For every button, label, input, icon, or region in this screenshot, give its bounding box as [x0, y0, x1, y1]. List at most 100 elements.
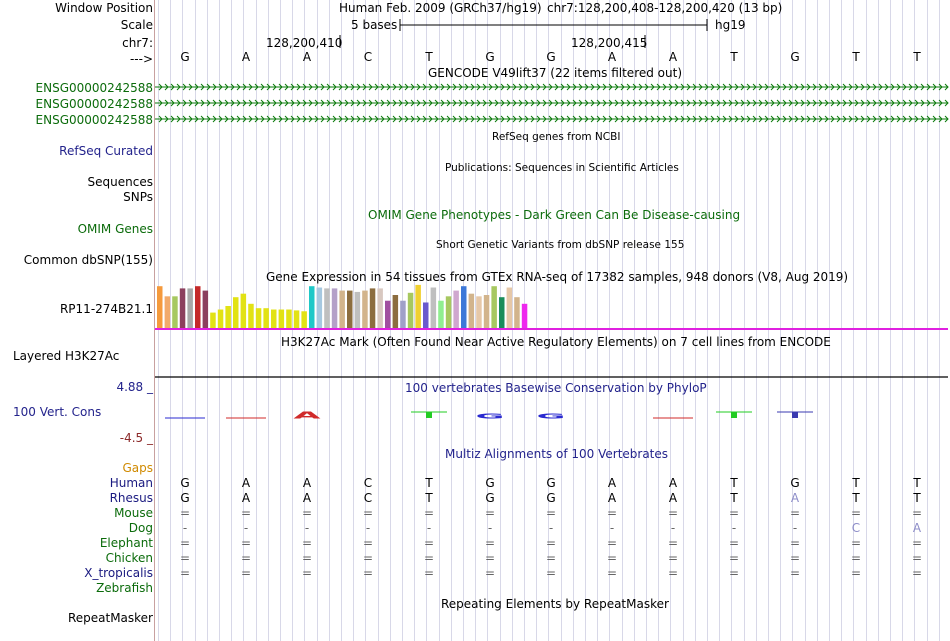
alignment-base: =: [789, 536, 801, 550]
alignment-base: A: [912, 521, 922, 535]
gtex-bar: [157, 286, 163, 328]
grid-line: [561, 0, 562, 641]
grid-line: [658, 0, 659, 641]
gtex-bar: [445, 296, 452, 328]
gencode-item-label-1[interactable]: ENSG00000242588: [35, 81, 153, 95]
gencode-item-label-3[interactable]: ENSG00000242588: [35, 113, 153, 127]
gtex-bar: [521, 303, 528, 328]
alignment-base: -: [670, 521, 676, 535]
alignment-base: =: [850, 551, 862, 565]
dbsnp-track-title[interactable]: Short Genetic Variants from dbSNP releas…: [436, 239, 685, 251]
alignment-base: =: [240, 566, 252, 580]
gtex-bar: [415, 284, 421, 328]
gencode-item-label-2[interactable]: ENSG00000242588: [35, 97, 153, 111]
phylop-mark: [426, 412, 432, 418]
sequence-base: A: [668, 50, 678, 64]
alignment-base: =: [240, 506, 252, 520]
grid-line: [475, 0, 476, 641]
omim-label[interactable]: OMIM Genes: [77, 222, 153, 236]
sequences-label[interactable]: Sequences: [87, 175, 153, 189]
alignment-base: =: [301, 506, 313, 520]
gaps-label[interactable]: Gaps: [122, 461, 153, 475]
gencode-track-title[interactable]: GENCODE V49lift37 (22 items filtered out…: [428, 66, 683, 80]
alignment-base: T: [913, 476, 921, 490]
h3k27ac-label[interactable]: Layered H3K27Ac: [13, 349, 120, 363]
alignment-base: A: [668, 491, 678, 505]
sequence-base: T: [425, 50, 433, 64]
window-position-label: Window Position: [55, 1, 153, 15]
gtex-bar: [362, 290, 368, 328]
multiz-track-title[interactable]: Multiz Alignments of 100 Vertebrates: [445, 447, 669, 461]
species-label[interactable]: X_tropicalis: [84, 566, 153, 580]
species-label[interactable]: Chicken: [105, 551, 153, 565]
sequence-base: G: [485, 50, 495, 64]
assembly-text: Human Feb. 2009 (GRCh37/hg19): [339, 1, 542, 15]
alignment-base: T: [852, 476, 860, 490]
refseq-label[interactable]: RefSeq Curated: [59, 144, 153, 158]
gtex-bar: [506, 287, 513, 328]
grid-line: [573, 0, 574, 641]
gtex-bar: [293, 310, 300, 328]
sequence-base: T: [852, 50, 860, 64]
gtex-bar: [278, 309, 285, 328]
grid-line: [817, 0, 818, 641]
alignment-base: =: [667, 551, 679, 565]
grid-line: [890, 0, 891, 641]
alignment-base: =: [728, 506, 740, 520]
species-label[interactable]: Mouse: [114, 506, 153, 520]
alignment-base: G: [485, 476, 495, 490]
alignment-base: =: [728, 536, 740, 550]
phylop-track-title[interactable]: 100 vertebrates Basewise Conservation by…: [405, 381, 707, 395]
phylop-label[interactable]: 100 Vert. Cons: [13, 405, 102, 419]
species-label[interactable]: Rhesus: [109, 491, 153, 505]
alignment-base: =: [545, 506, 557, 520]
grid-line: [805, 0, 806, 641]
alignment-base: =: [240, 536, 252, 550]
h3k27ac-track-title[interactable]: H3K27Ac Mark (Often Found Near Active Re…: [281, 335, 831, 349]
gene-strand-arrows: [158, 83, 949, 91]
alignment-base: A: [607, 476, 617, 490]
gtex-bar: [172, 296, 178, 328]
grid-line: [744, 0, 745, 641]
refseq-track-title[interactable]: RefSeq genes from NCBI: [492, 131, 621, 143]
omim-track-title[interactable]: OMIM Gene Phenotypes - Dark Green Can Be…: [368, 208, 741, 222]
gtex-bar: [301, 311, 307, 328]
gtex-bar: [468, 293, 475, 328]
gtex-bar: [354, 291, 361, 328]
alignment-base: =: [911, 536, 923, 550]
alignment-base: =: [301, 566, 313, 580]
alignment-base: =: [545, 551, 557, 565]
snps-label[interactable]: SNPs: [123, 190, 153, 204]
gtex-track-title[interactable]: Gene Expression in 54 tissues from GTEx …: [266, 270, 849, 284]
gene-strand-arrows: [158, 115, 949, 123]
gtex-bar: [499, 297, 505, 328]
repeatmasker-label[interactable]: RepeatMasker: [67, 611, 153, 625]
grid-line: [670, 0, 671, 641]
dbsnp-label[interactable]: Common dbSNP(155): [23, 253, 153, 267]
alignment-base: =: [484, 551, 496, 565]
species-label[interactable]: Human: [109, 476, 153, 490]
grid-line: [927, 0, 928, 641]
repeatmasker-track-title[interactable]: Repeating Elements by RepeatMasker: [441, 597, 669, 611]
scale-label: Scale: [120, 18, 153, 32]
alignment-base: -: [304, 521, 310, 535]
alignment-base: =: [362, 506, 374, 520]
species-label[interactable]: Dog: [128, 521, 153, 535]
sequence-base: A: [607, 50, 617, 64]
sequence-base: G: [180, 50, 190, 64]
alignment-base: A: [790, 491, 800, 505]
alignment-base: G: [790, 476, 800, 490]
gtex-gene-label[interactable]: RP11-274B21.1: [59, 302, 153, 316]
phylop-mark: G: [476, 412, 505, 421]
strand-label: --->: [129, 52, 153, 66]
species-label[interactable]: Zebrafish: [96, 581, 153, 595]
species-label[interactable]: Elephant: [99, 536, 153, 550]
phylop-mark: [731, 412, 737, 418]
grid-line: [914, 0, 915, 641]
alignment-base: C: [363, 476, 373, 490]
publications-track-title[interactable]: Publications: Sequences in Scientific Ar…: [445, 162, 679, 174]
alignment-base: =: [911, 566, 923, 580]
position-text: chr7:128,200,408-128,200,420 (13 bp): [547, 1, 783, 15]
